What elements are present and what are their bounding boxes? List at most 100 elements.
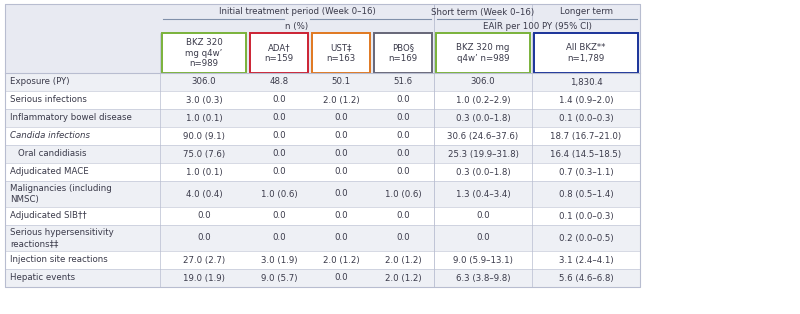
Text: Initial treatment period (Week 0–16): Initial treatment period (Week 0–16) (218, 8, 375, 17)
Text: 0.0: 0.0 (396, 212, 410, 220)
Bar (312, 33, 370, 73)
Bar (374, 33, 432, 73)
Bar (5, 127, 640, 145)
Text: Longer term: Longer term (559, 8, 613, 17)
Text: Serious hypersensitivity
reactions‡‡: Serious hypersensitivity reactions‡‡ (10, 228, 114, 248)
Text: Short term (Week 0–16): Short term (Week 0–16) (431, 8, 534, 17)
Text: EAIR per 100 PY (95% CI): EAIR per 100 PY (95% CI) (482, 22, 591, 31)
Text: 25.3 (19.9–31.8): 25.3 (19.9–31.8) (447, 149, 518, 159)
Bar (5, 269, 640, 287)
Text: 0.0: 0.0 (476, 212, 490, 220)
Text: 1.0 (0.2–2.9): 1.0 (0.2–2.9) (456, 95, 510, 105)
Text: 16.4 (14.5–18.5): 16.4 (14.5–18.5) (550, 149, 622, 159)
Bar (5, 251, 640, 269)
Text: 306.0: 306.0 (470, 78, 495, 86)
Text: 5.6 (4.6–6.8): 5.6 (4.6–6.8) (558, 273, 614, 283)
Text: 1.4 (0.9–2.0): 1.4 (0.9–2.0) (558, 95, 614, 105)
Text: 0.0: 0.0 (396, 234, 410, 242)
Text: 18.7 (16.7–21.0): 18.7 (16.7–21.0) (550, 132, 622, 140)
Text: 4.0 (0.4): 4.0 (0.4) (186, 190, 222, 198)
Text: 50.1: 50.1 (331, 78, 350, 86)
Text: 1.0 (0.1): 1.0 (0.1) (186, 167, 222, 176)
Text: 9.0 (5.7): 9.0 (5.7) (261, 273, 298, 283)
Text: 51.6: 51.6 (394, 78, 413, 86)
Text: 1.0 (0.1): 1.0 (0.1) (186, 113, 222, 122)
Text: All BKZ**
n=1,789: All BKZ** n=1,789 (566, 43, 606, 63)
Text: 0.1 (0.0–0.3): 0.1 (0.0–0.3) (558, 113, 614, 122)
Text: 0.8 (0.5–1.4): 0.8 (0.5–1.4) (558, 190, 614, 198)
Bar (5, 181, 640, 207)
Bar (162, 33, 246, 73)
Text: 3.0 (1.9): 3.0 (1.9) (261, 256, 298, 264)
Text: 75.0 (7.6): 75.0 (7.6) (183, 149, 225, 159)
Text: 0.0: 0.0 (334, 149, 348, 159)
Text: 0.0: 0.0 (334, 234, 348, 242)
Bar (5, 73, 640, 91)
Text: 0.0: 0.0 (272, 95, 286, 105)
Text: 1.3 (0.4–3.4): 1.3 (0.4–3.4) (456, 190, 510, 198)
Text: 0.0: 0.0 (197, 212, 211, 220)
Text: 306.0: 306.0 (192, 78, 216, 86)
Text: n (%): n (%) (286, 22, 309, 31)
Text: Hepatic events: Hepatic events (10, 273, 75, 283)
Text: 19.0 (1.9): 19.0 (1.9) (183, 273, 225, 283)
Text: 0.0: 0.0 (334, 273, 348, 283)
Text: 3.1 (2.4–4.1): 3.1 (2.4–4.1) (558, 256, 614, 264)
Text: Inflammatory bowel disease: Inflammatory bowel disease (10, 113, 132, 122)
Text: 6.3 (3.8–9.8): 6.3 (3.8–9.8) (456, 273, 510, 283)
Bar (534, 33, 638, 73)
Text: 1.0 (0.6): 1.0 (0.6) (261, 190, 298, 198)
Text: 9.0 (5.9–13.1): 9.0 (5.9–13.1) (453, 256, 513, 264)
Text: 0.2 (0.0–0.5): 0.2 (0.0–0.5) (558, 234, 614, 242)
Text: 0.0: 0.0 (272, 167, 286, 176)
Text: 27.0 (2.7): 27.0 (2.7) (183, 256, 225, 264)
Text: 0.1 (0.0–0.3): 0.1 (0.0–0.3) (558, 212, 614, 220)
Bar (5, 163, 640, 181)
Text: Oral candidiasis: Oral candidiasis (18, 149, 86, 159)
Text: Injection site reactions: Injection site reactions (10, 256, 108, 264)
Text: 1.0 (0.6): 1.0 (0.6) (385, 190, 422, 198)
Text: Adjudicated MACE: Adjudicated MACE (10, 167, 89, 176)
Text: 90.0 (9.1): 90.0 (9.1) (183, 132, 225, 140)
Text: 1,830.4: 1,830.4 (570, 78, 602, 86)
Text: BKZ 320
mg q4w’
n=989: BKZ 320 mg q4w’ n=989 (186, 38, 222, 68)
Text: Adjudicated SIB††: Adjudicated SIB†† (10, 212, 86, 220)
Text: 0.0: 0.0 (272, 113, 286, 122)
Text: 0.3 (0.0–1.8): 0.3 (0.0–1.8) (456, 113, 510, 122)
Text: 0.0: 0.0 (476, 234, 490, 242)
Text: 0.0: 0.0 (272, 212, 286, 220)
Bar (436, 33, 530, 73)
Text: 48.8: 48.8 (270, 78, 289, 86)
Text: 0.0: 0.0 (334, 190, 348, 198)
Text: 0.0: 0.0 (334, 212, 348, 220)
Text: 0.0: 0.0 (272, 132, 286, 140)
Bar (5, 145, 640, 163)
Text: Malignancies (including
NMSC): Malignancies (including NMSC) (10, 184, 112, 204)
Text: 2.0 (1.2): 2.0 (1.2) (385, 256, 422, 264)
Text: UST‡
n=163: UST‡ n=163 (326, 43, 356, 63)
Text: Serious infections: Serious infections (10, 95, 87, 105)
Text: PBO§
n=169: PBO§ n=169 (389, 43, 418, 63)
Bar (250, 33, 308, 73)
Text: 30.6 (24.6–37.6): 30.6 (24.6–37.6) (447, 132, 518, 140)
Bar (5, 4, 640, 287)
Text: 0.0: 0.0 (334, 113, 348, 122)
Bar (5, 91, 640, 109)
Text: 0.0: 0.0 (396, 167, 410, 176)
Text: 0.0: 0.0 (272, 234, 286, 242)
Text: 2.0 (1.2): 2.0 (1.2) (385, 273, 422, 283)
Text: 0.0: 0.0 (396, 132, 410, 140)
Bar (5, 4, 640, 73)
Bar (5, 207, 640, 225)
Text: BKZ 320 mg
q4w’ n=989: BKZ 320 mg q4w’ n=989 (456, 43, 510, 63)
Text: 3.0 (0.3): 3.0 (0.3) (186, 95, 222, 105)
Text: Exposure (PY): Exposure (PY) (10, 78, 70, 86)
Text: Candida infections: Candida infections (10, 132, 90, 140)
Text: 0.0: 0.0 (272, 149, 286, 159)
Text: 0.0: 0.0 (396, 95, 410, 105)
Text: 0.3 (0.0–1.8): 0.3 (0.0–1.8) (456, 167, 510, 176)
Text: 0.0: 0.0 (396, 149, 410, 159)
Text: 0.0: 0.0 (334, 132, 348, 140)
Text: 0.0: 0.0 (396, 113, 410, 122)
Bar (5, 225, 640, 251)
